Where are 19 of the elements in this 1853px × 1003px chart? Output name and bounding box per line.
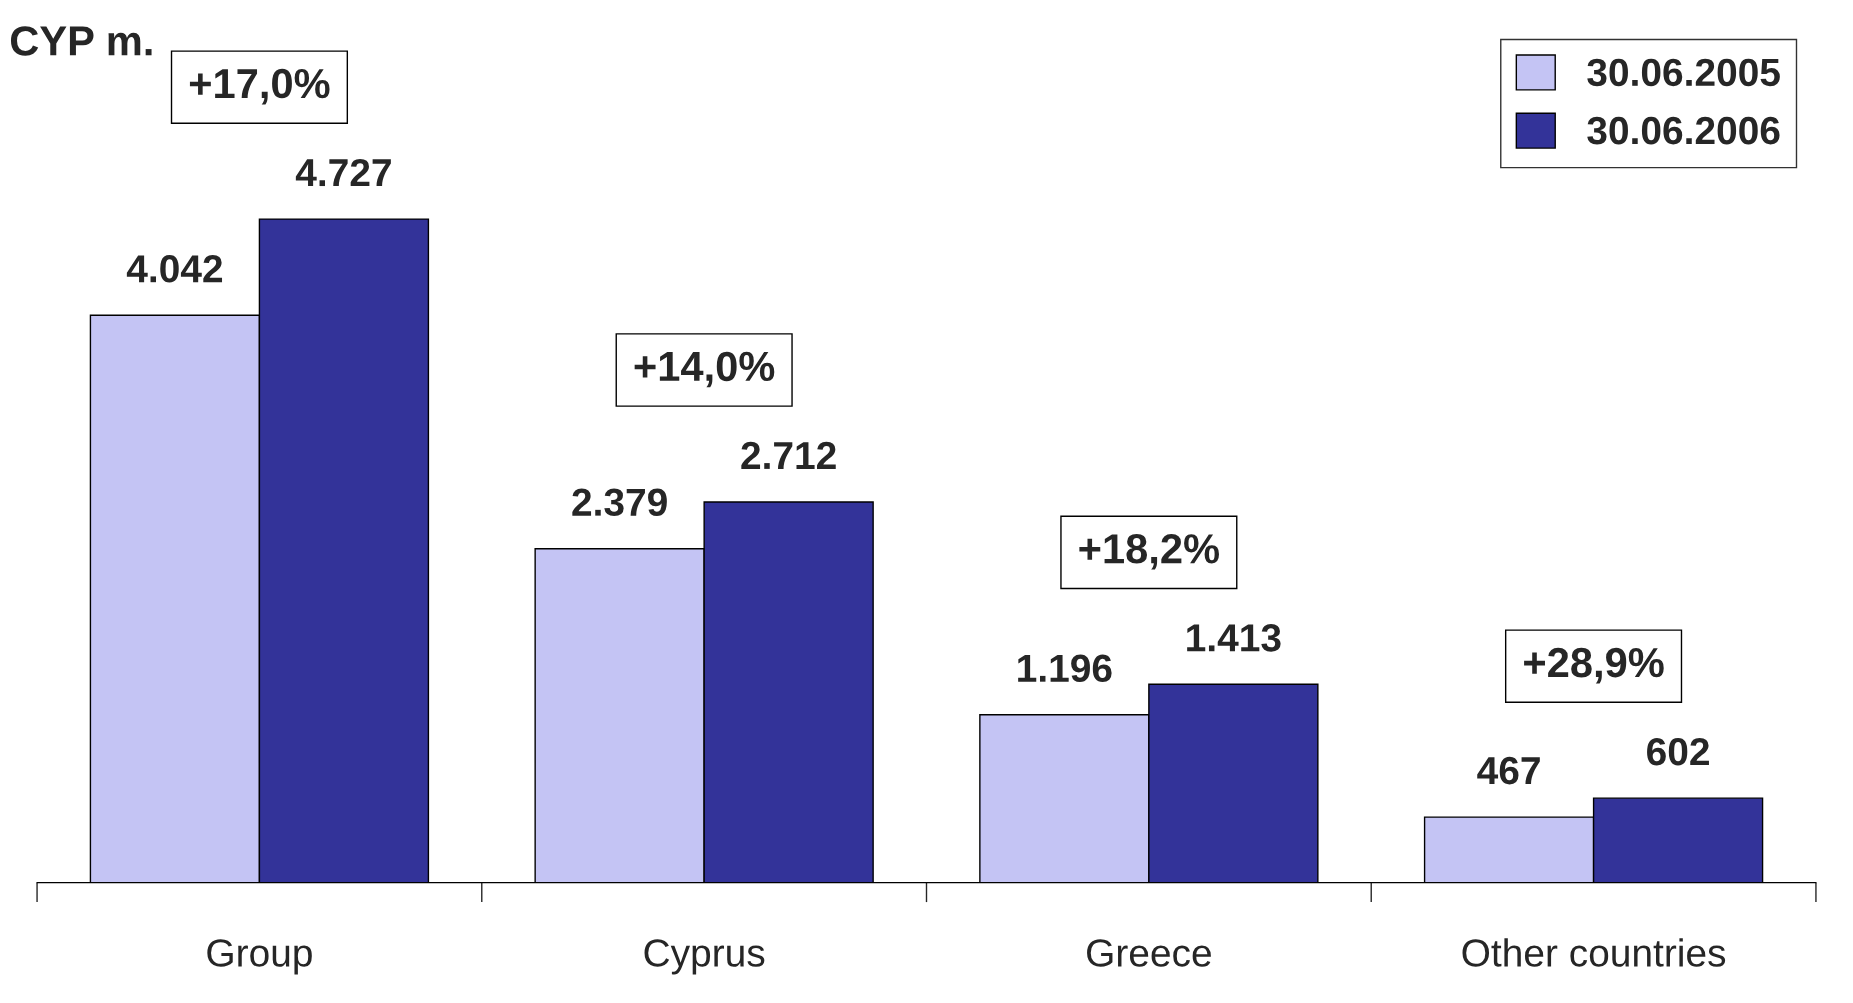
data-label: 2.379	[572, 488, 667, 517]
legend-label: 30.06.2006	[1587, 116, 1780, 145]
x-tick-label: Group	[207, 939, 312, 975]
annotation: +28,9%	[1524, 647, 1664, 684]
annotation: +18,2%	[1079, 534, 1219, 570]
data-label: 2.712	[741, 441, 836, 469]
text: +17,0%	[189, 68, 330, 105]
x-tick-label: Cyprus	[644, 939, 765, 975]
data-label: 1.413	[1187, 624, 1281, 652]
annotation: +14,0%	[634, 351, 775, 388]
data-label: 467	[1477, 756, 1540, 785]
data-label: 4.042	[126, 255, 223, 283]
data-label: 602	[1647, 737, 1709, 766]
x-tick-label: Greece	[1087, 939, 1211, 967]
data-label: 1.196	[1018, 654, 1112, 683]
data-label: 4.727	[295, 158, 391, 187]
legend-label: 30.06.2005	[1587, 58, 1780, 87]
x-tick-label: Other countries	[1462, 938, 1726, 967]
y-axis-title: CYP m.	[10, 26, 152, 56]
